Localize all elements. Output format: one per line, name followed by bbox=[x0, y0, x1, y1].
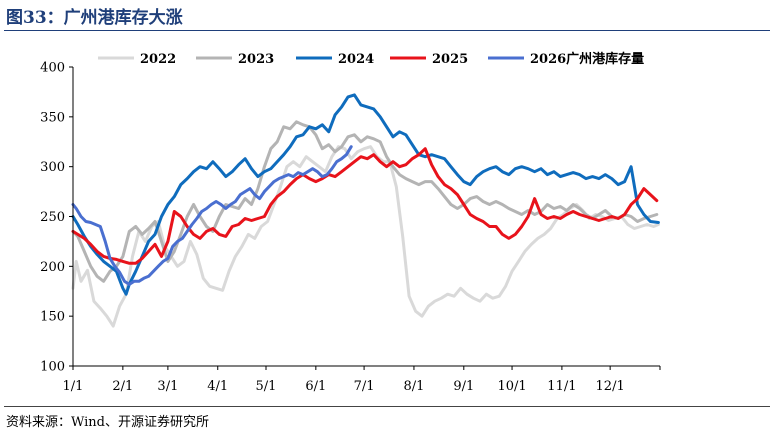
x-tick-label: 8/1 bbox=[403, 379, 424, 394]
title-rule bbox=[4, 30, 770, 31]
legend: 2022 2023 2024 2025 2026广州港库存量 bbox=[98, 51, 644, 67]
legend-label: 2023 bbox=[238, 52, 274, 67]
x-tick-label: 12/1 bbox=[596, 379, 625, 394]
x-tick-label: 9/1 bbox=[453, 379, 474, 394]
legend-label: 2025 bbox=[432, 52, 468, 67]
figure-title: 图33：广州港库存大涨 bbox=[6, 8, 183, 28]
axes: 100 150 200 250 300 350 400 1/1 2/1 3/1 4/1 5/1 6/1 7… bbox=[40, 61, 661, 394]
x-tick-label: 4/1 bbox=[207, 379, 228, 394]
series-line-2026广州港库存量 bbox=[71, 145, 353, 286]
series-line-2022 bbox=[71, 145, 660, 328]
x-tick-label: 7/1 bbox=[354, 379, 375, 394]
y-tick-label: 300 bbox=[40, 160, 65, 175]
y-tick-label: 400 bbox=[40, 61, 65, 76]
y-tick-label: 350 bbox=[40, 110, 65, 125]
series-line-2024 bbox=[71, 93, 660, 296]
x-tick-label: 1/1 bbox=[63, 379, 84, 394]
legend-label: 2024 bbox=[338, 52, 374, 67]
series-line-2023 bbox=[71, 120, 659, 283]
x-tick-label: 2/1 bbox=[112, 379, 133, 394]
series-layer bbox=[71, 93, 660, 328]
legend-label: 2022 bbox=[140, 52, 176, 67]
y-tick-label: 200 bbox=[40, 260, 65, 275]
x-tick-label: 5/1 bbox=[256, 379, 277, 394]
x-tick-label: 10/1 bbox=[497, 379, 526, 394]
y-tick-label: 250 bbox=[40, 210, 65, 225]
y-tick-label: 150 bbox=[40, 310, 65, 325]
legend-label: 2026广州港库存量 bbox=[530, 51, 644, 67]
x-tick-label: 11/1 bbox=[547, 379, 576, 394]
x-tick-label: 3/1 bbox=[157, 379, 178, 394]
source-rule bbox=[4, 406, 770, 407]
source-note: 资料来源：Wind、开源证券研究所 bbox=[6, 415, 209, 430]
series-line-2025 bbox=[71, 147, 659, 265]
x-tick-label: 6/1 bbox=[305, 379, 326, 394]
y-tick-label: 100 bbox=[40, 360, 65, 375]
